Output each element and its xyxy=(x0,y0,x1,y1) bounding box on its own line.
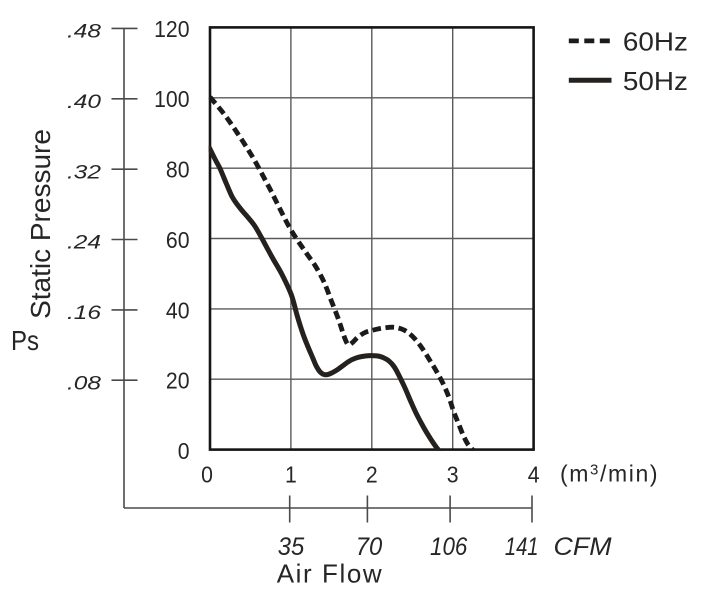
svg-text:4: 4 xyxy=(528,461,540,487)
svg-text:2: 2 xyxy=(366,461,378,487)
svg-text:35: 35 xyxy=(278,533,305,561)
svg-text:70: 70 xyxy=(356,533,383,561)
svg-text:106: 106 xyxy=(430,533,467,561)
svg-text:0: 0 xyxy=(178,438,190,464)
svg-text:.16: .16 xyxy=(67,303,102,324)
svg-text:60Hz: 60Hz xyxy=(623,26,688,56)
svg-text:100: 100 xyxy=(154,86,189,112)
svg-text:.24: .24 xyxy=(67,233,101,254)
svg-text:60: 60 xyxy=(166,227,190,253)
svg-text:50Hz: 50Hz xyxy=(623,66,688,96)
svg-text:0: 0 xyxy=(201,461,213,487)
svg-text:Static Pressure: Static Pressure xyxy=(25,129,56,319)
svg-text:(m3/min): (m3/min) xyxy=(560,461,659,487)
svg-text:80: 80 xyxy=(166,157,190,183)
svg-text:40: 40 xyxy=(166,297,190,323)
svg-text:120: 120 xyxy=(154,16,189,42)
svg-text:Air Flow: Air Flow xyxy=(277,559,382,589)
svg-text:1: 1 xyxy=(285,461,297,487)
svg-text:.32: .32 xyxy=(67,162,102,183)
svg-text:.08: .08 xyxy=(67,373,102,394)
svg-text:20: 20 xyxy=(166,368,190,394)
svg-text:141: 141 xyxy=(505,533,539,561)
svg-text:.40: .40 xyxy=(67,92,102,113)
svg-text:3: 3 xyxy=(447,461,459,487)
svg-text:Ps: Ps xyxy=(11,325,39,356)
svg-text:CFM: CFM xyxy=(554,533,612,561)
svg-text:.48: .48 xyxy=(67,22,102,43)
